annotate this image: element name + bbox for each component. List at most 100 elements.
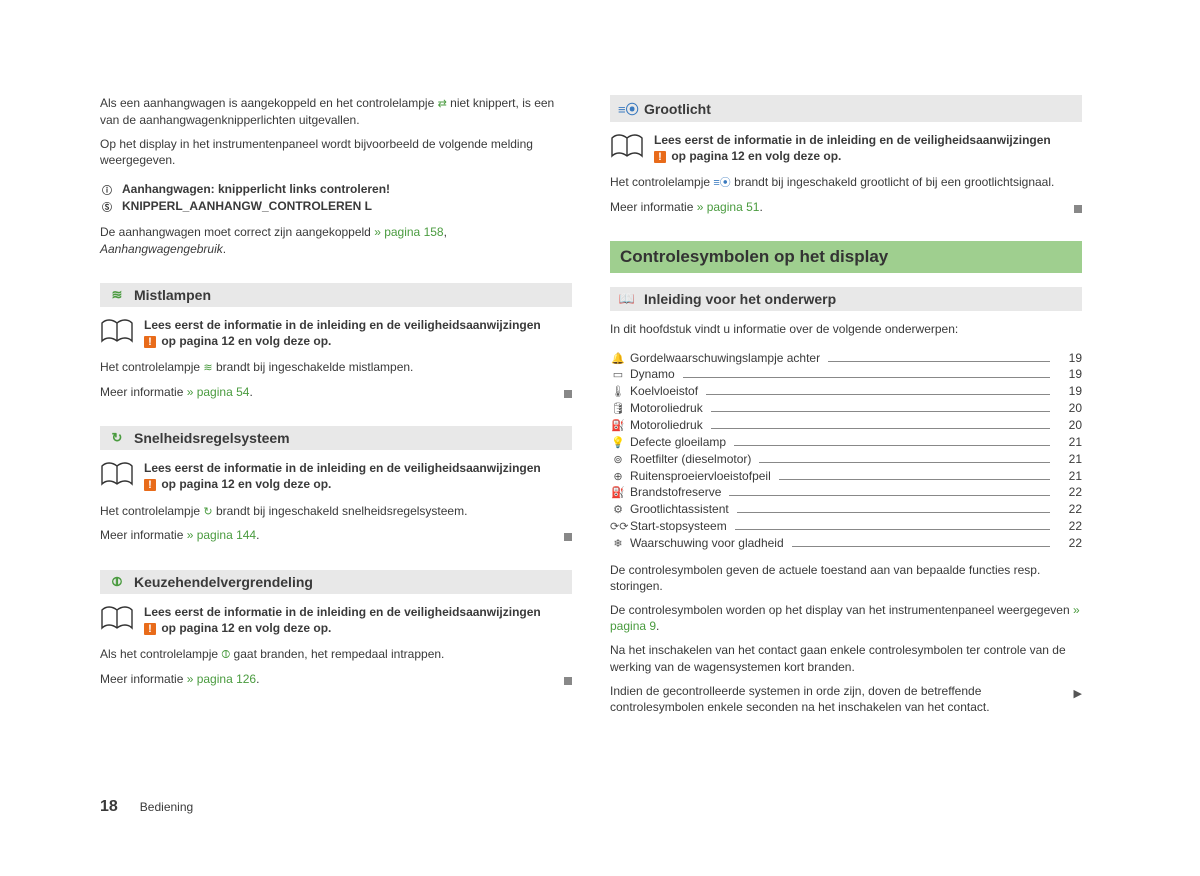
notice-text: Lees eerst de informatie in de inleiding… [144, 460, 541, 492]
text: De controlesymbolen worden op het displa… [610, 603, 1073, 617]
notice-line1: Lees eerst de informatie in de inleiding… [144, 605, 541, 619]
toc-page: 22 [1058, 501, 1082, 517]
text: . [223, 242, 226, 256]
toc-icon: 🔔 [610, 352, 626, 367]
text: . [759, 200, 762, 214]
toc-row[interactable]: ⛽Motoroliedruk20 [610, 417, 1082, 434]
text: . [256, 672, 259, 686]
toc-icon: ▭ [610, 368, 626, 383]
toc-label: Dynamo [630, 366, 675, 382]
toc-label: Start-stopsysteem [630, 518, 727, 534]
book-icon [610, 132, 644, 162]
section-bar-grootlicht: ≡⦿ Grootlicht [610, 95, 1082, 122]
toc: 🔔 Gordelwaarschuwingslampje achter 19 ▭ Dyna… [610, 350, 1082, 552]
page-ref[interactable]: » pagina 158 [374, 225, 443, 239]
para-4: ▶ Indien de gecontrolleerde systemen in … [610, 683, 1082, 715]
cruise-inline-icon: ↻ [203, 506, 212, 518]
toc-row[interactable]: ⚙Grootlichtassistent22 [610, 501, 1082, 518]
section-bar-locklever: ⦷ Keuzehendelvergrendeling [100, 570, 572, 594]
toc-page: 22 [1058, 535, 1082, 551]
trailer-blink-icon: ⇄ [438, 98, 447, 110]
toc-page: 21 [1058, 434, 1082, 450]
section-body: Als het controlelampje ⦷ gaat branden, h… [100, 646, 572, 663]
text-italic: Aanhangwagengebruik [100, 242, 223, 256]
toc-label: Brandstofreserve [630, 484, 721, 500]
section-title: Keuzehendelvergrendeling [134, 574, 313, 590]
notice-line2: op pagina 12 en volg deze op. [668, 149, 841, 163]
toc-leader [711, 422, 1050, 429]
toc-icon: ⛽ [610, 486, 626, 501]
toc-icon: ⟳⟳ [610, 520, 626, 535]
page-ref[interactable]: » pagina 126 [187, 672, 256, 686]
footer-title: Bediening [140, 800, 193, 814]
foglight-inline-icon: ≋ [203, 362, 212, 374]
page-number: 18 [100, 798, 118, 816]
bullet-text: Aanhangwagen: knipperlicht links control… [122, 182, 390, 197]
bullet-list: ⓘ Aanhangwagen: knipperlicht links contr… [100, 182, 572, 216]
warning-icon: ! [654, 151, 666, 163]
text: . [249, 385, 252, 399]
toc-row[interactable]: 🌡Koelvloeistof19 [610, 383, 1082, 400]
para-intro-3: De aanhangwagen moet correct zijn aangek… [100, 224, 572, 256]
text: , [444, 225, 447, 239]
section-bar-cruise: ↻ Snelheidsregelsysteem [100, 426, 572, 450]
toc-label: Waarschuwing voor gladheid [630, 535, 784, 551]
page-ref[interactable]: » pagina 51 [697, 200, 760, 214]
left-column: Als een aanhangwagen is aangekoppeld en … [100, 95, 572, 723]
toc-leader [735, 523, 1050, 530]
section-end-marker [1074, 205, 1082, 213]
toc-row[interactable]: ❄Waarschuwing voor gladheid22 [610, 535, 1082, 552]
right-column: ≡⦿ Grootlicht Lees eerst de informatie i… [610, 95, 1082, 723]
footer: 18 Bediening [100, 798, 193, 816]
toc-page: 20 [1058, 400, 1082, 416]
para-1: De controlesymbolen geven de actuele toe… [610, 562, 1082, 594]
toc-row[interactable]: 🔔Gordelwaarschuwingslampje achter19 [610, 350, 1082, 367]
toc-row[interactable]: ⟳⟳Start-stopsysteem22 [610, 518, 1082, 535]
toc-page: 19 [1058, 366, 1082, 382]
book-icon [100, 604, 134, 634]
highbeam-icon: ≡⦿ [618, 99, 636, 118]
toc-leader [792, 540, 1050, 547]
book-icon [100, 317, 134, 347]
cruise-icon: ↻ [108, 430, 126, 446]
section-more: Meer informatie » pagina 51. [610, 199, 1082, 215]
read-first-notice: Lees eerst de informatie in de inleiding… [100, 460, 572, 492]
toc-page: 21 [1058, 468, 1082, 484]
notice-text: Lees eerst de informatie in de inleiding… [654, 132, 1051, 164]
toc-row[interactable]: ⛽Brandstofreserve22 [610, 484, 1082, 501]
warning-icon: ! [144, 623, 156, 635]
page: Als een aanhangwagen is aangekoppeld en … [0, 0, 1200, 723]
para-2: De controlesymbolen worden op het displa… [610, 602, 1082, 634]
section-body: Het controlelampje ≡⦿ brandt bij ingesch… [610, 174, 1082, 191]
toc-label: Defecte gloeilamp [630, 434, 726, 450]
toc-page: 19 [1058, 383, 1082, 399]
warning-icon: ! [144, 336, 156, 348]
continue-marker: ▶ [1074, 687, 1082, 702]
toc-row[interactable]: ⊚Roetfilter (dieselmotor)21 [610, 451, 1082, 468]
intro-line: In dit hoofdstuk vindt u informatie over… [610, 321, 1082, 337]
toc-icon: ⊕ [610, 470, 626, 485]
notice-line2: op pagina 12 en volg deze op. [158, 334, 331, 348]
section-more: Meer informatie » pagina 54. [100, 384, 572, 400]
section-end-marker [564, 677, 572, 685]
text: . [256, 528, 259, 542]
bullet-row: Ⓢ KNIPPERL_AANHANGW_CONTROLEREN L [100, 199, 572, 214]
bullet-row: ⓘ Aanhangwagen: knipperlicht links contr… [100, 182, 572, 197]
toc-label: Gordelwaarschuwingslampje achter [630, 350, 820, 366]
text: Meer informatie [100, 385, 187, 399]
toc-label: Koelvloeistof [630, 383, 698, 399]
read-first-notice: Lees eerst de informatie in de inleiding… [100, 604, 572, 636]
toc-leader [828, 355, 1050, 362]
toc-row[interactable]: ▭ Dynamo 19 [610, 366, 1082, 383]
text: brandt bij ingeschakeld grootlicht of bi… [731, 175, 1055, 189]
toc-leader [711, 406, 1050, 413]
page-ref[interactable]: » pagina 54 [187, 385, 250, 399]
section-end-marker [564, 533, 572, 541]
toc-row[interactable]: 🛢Motoroliedruk20 [610, 400, 1082, 417]
toc-row[interactable]: ⊕Ruitensproeiervloeistofpeil21 [610, 468, 1082, 485]
toc-label: Motoroliedruk [630, 400, 703, 416]
toc-row[interactable]: 💡Defecte gloeilamp21 [610, 434, 1082, 451]
page-ref[interactable]: » pagina 144 [187, 528, 256, 542]
text: Meer informatie [100, 672, 187, 686]
para-3: Na het inschakelen van het contact gaan … [610, 642, 1082, 674]
